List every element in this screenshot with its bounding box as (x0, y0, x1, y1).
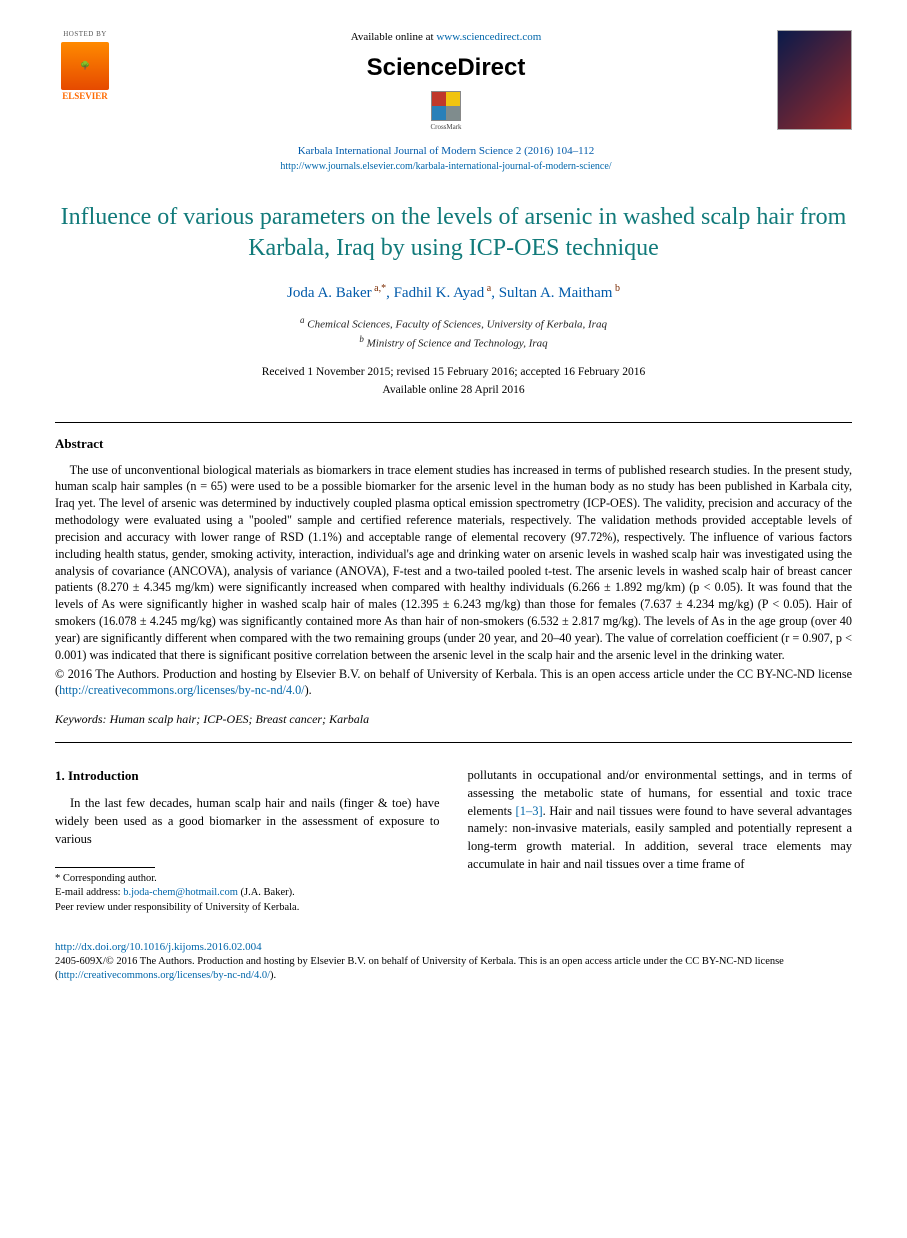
peer-review-note: Peer review under responsibility of Univ… (55, 901, 440, 916)
abstract-body: The use of unconventional biological mat… (55, 462, 852, 664)
author-3[interactable]: Sultan A. Maitham b (499, 285, 620, 301)
license-link[interactable]: http://creativecommons.org/licenses/by-n… (59, 683, 305, 697)
author-1-aff: a, (372, 283, 381, 294)
header-center: Available online at www.sciencedirect.co… (115, 30, 777, 174)
affiliation-b: b Ministry of Science and Technology, Ir… (55, 333, 852, 352)
author-2-aff: a (484, 283, 491, 294)
affiliation-a: a Chemical Sciences, Faculty of Sciences… (55, 314, 852, 333)
corresponding-author-note: * Corresponding author. (55, 872, 440, 887)
elsevier-wordmark: ELSEVIER (55, 90, 115, 103)
hosted-by-block: HOSTED BY 🌳 ELSEVIER (55, 30, 115, 102)
journal-citation: Karbala International Journal of Modern … (125, 144, 767, 159)
available-online-date: Available online 28 April 2016 (55, 382, 852, 398)
article-title: Influence of various parameters on the l… (55, 202, 852, 264)
email-line: E-mail address: b.joda-chem@hotmail.com … (55, 886, 440, 901)
journal-cover-thumbnail[interactable] (777, 30, 852, 130)
publisher-header: HOSTED BY 🌳 ELSEVIER Available online at… (55, 30, 852, 174)
column-left: 1. Introduction In the last few decades,… (55, 767, 440, 916)
hosted-by-label: HOSTED BY (55, 30, 115, 40)
email-attribution: (J.A. Baker). (238, 887, 295, 898)
abstract-copyright: © 2016 The Authors. Production and hosti… (55, 666, 852, 700)
intro-paragraph-left: In the last few decades, human scalp hai… (55, 795, 440, 848)
rule-above-abstract (55, 422, 852, 423)
crossmark-badge[interactable]: CrossMark (430, 91, 461, 133)
elsevier-tree-icon: 🌳 (61, 42, 109, 90)
footnote-rule (55, 867, 155, 868)
keywords-line: Keywords: Human scalp hair; ICP-OES; Bre… (55, 711, 852, 728)
rule-below-keywords (55, 742, 852, 743)
author-1[interactable]: Joda A. Baker a,* (287, 285, 386, 301)
corresponding-star-icon: * (381, 283, 386, 294)
keywords-label: Keywords: (55, 712, 107, 726)
author-3-aff: b (612, 283, 620, 294)
history-dates: Received 1 November 2015; revised 15 Feb… (55, 364, 852, 380)
email-label: E-mail address: (55, 887, 123, 898)
footer-license-link[interactable]: http://creativecommons.org/licenses/by-n… (59, 970, 271, 981)
available-prefix: Available online at (351, 31, 437, 43)
introduction-heading: 1. Introduction (55, 767, 440, 785)
affiliations-block: a Chemical Sciences, Faculty of Sciences… (55, 314, 852, 352)
author-2[interactable]: Fadhil K. Ayad a (394, 285, 492, 301)
available-online-line: Available online at www.sciencedirect.co… (125, 30, 767, 45)
column-right: pollutants in occupational and/or enviro… (468, 767, 853, 916)
abstract-heading: Abstract (55, 435, 852, 453)
crossmark-label: CrossMark (430, 123, 461, 133)
author-line: Joda A. Baker a,*, Fadhil K. Ayad a, Sul… (55, 282, 852, 304)
corresponding-email-link[interactable]: b.joda-chem@hotmail.com (123, 887, 238, 898)
doi-link[interactable]: http://dx.doi.org/10.1016/j.kijoms.2016.… (55, 941, 262, 953)
keywords-value: Human scalp hair; ICP-OES; Breast cancer… (107, 712, 370, 726)
sciencedirect-logo: ScienceDirect (125, 51, 767, 85)
reference-citation-1-3[interactable]: [1–3] (516, 804, 543, 818)
crossmark-icon (431, 91, 461, 121)
sciencedirect-url-link[interactable]: www.sciencedirect.com (436, 31, 541, 43)
body-columns: 1. Introduction In the last few decades,… (55, 767, 852, 916)
footer-copyright: 2405-609X/© 2016 The Authors. Production… (55, 955, 852, 983)
intro-paragraph-right: pollutants in occupational and/or enviro… (468, 767, 853, 874)
journal-url-link[interactable]: http://www.journals.elsevier.com/karbala… (280, 161, 611, 172)
footnotes-block: * Corresponding author. E-mail address: … (55, 872, 440, 916)
